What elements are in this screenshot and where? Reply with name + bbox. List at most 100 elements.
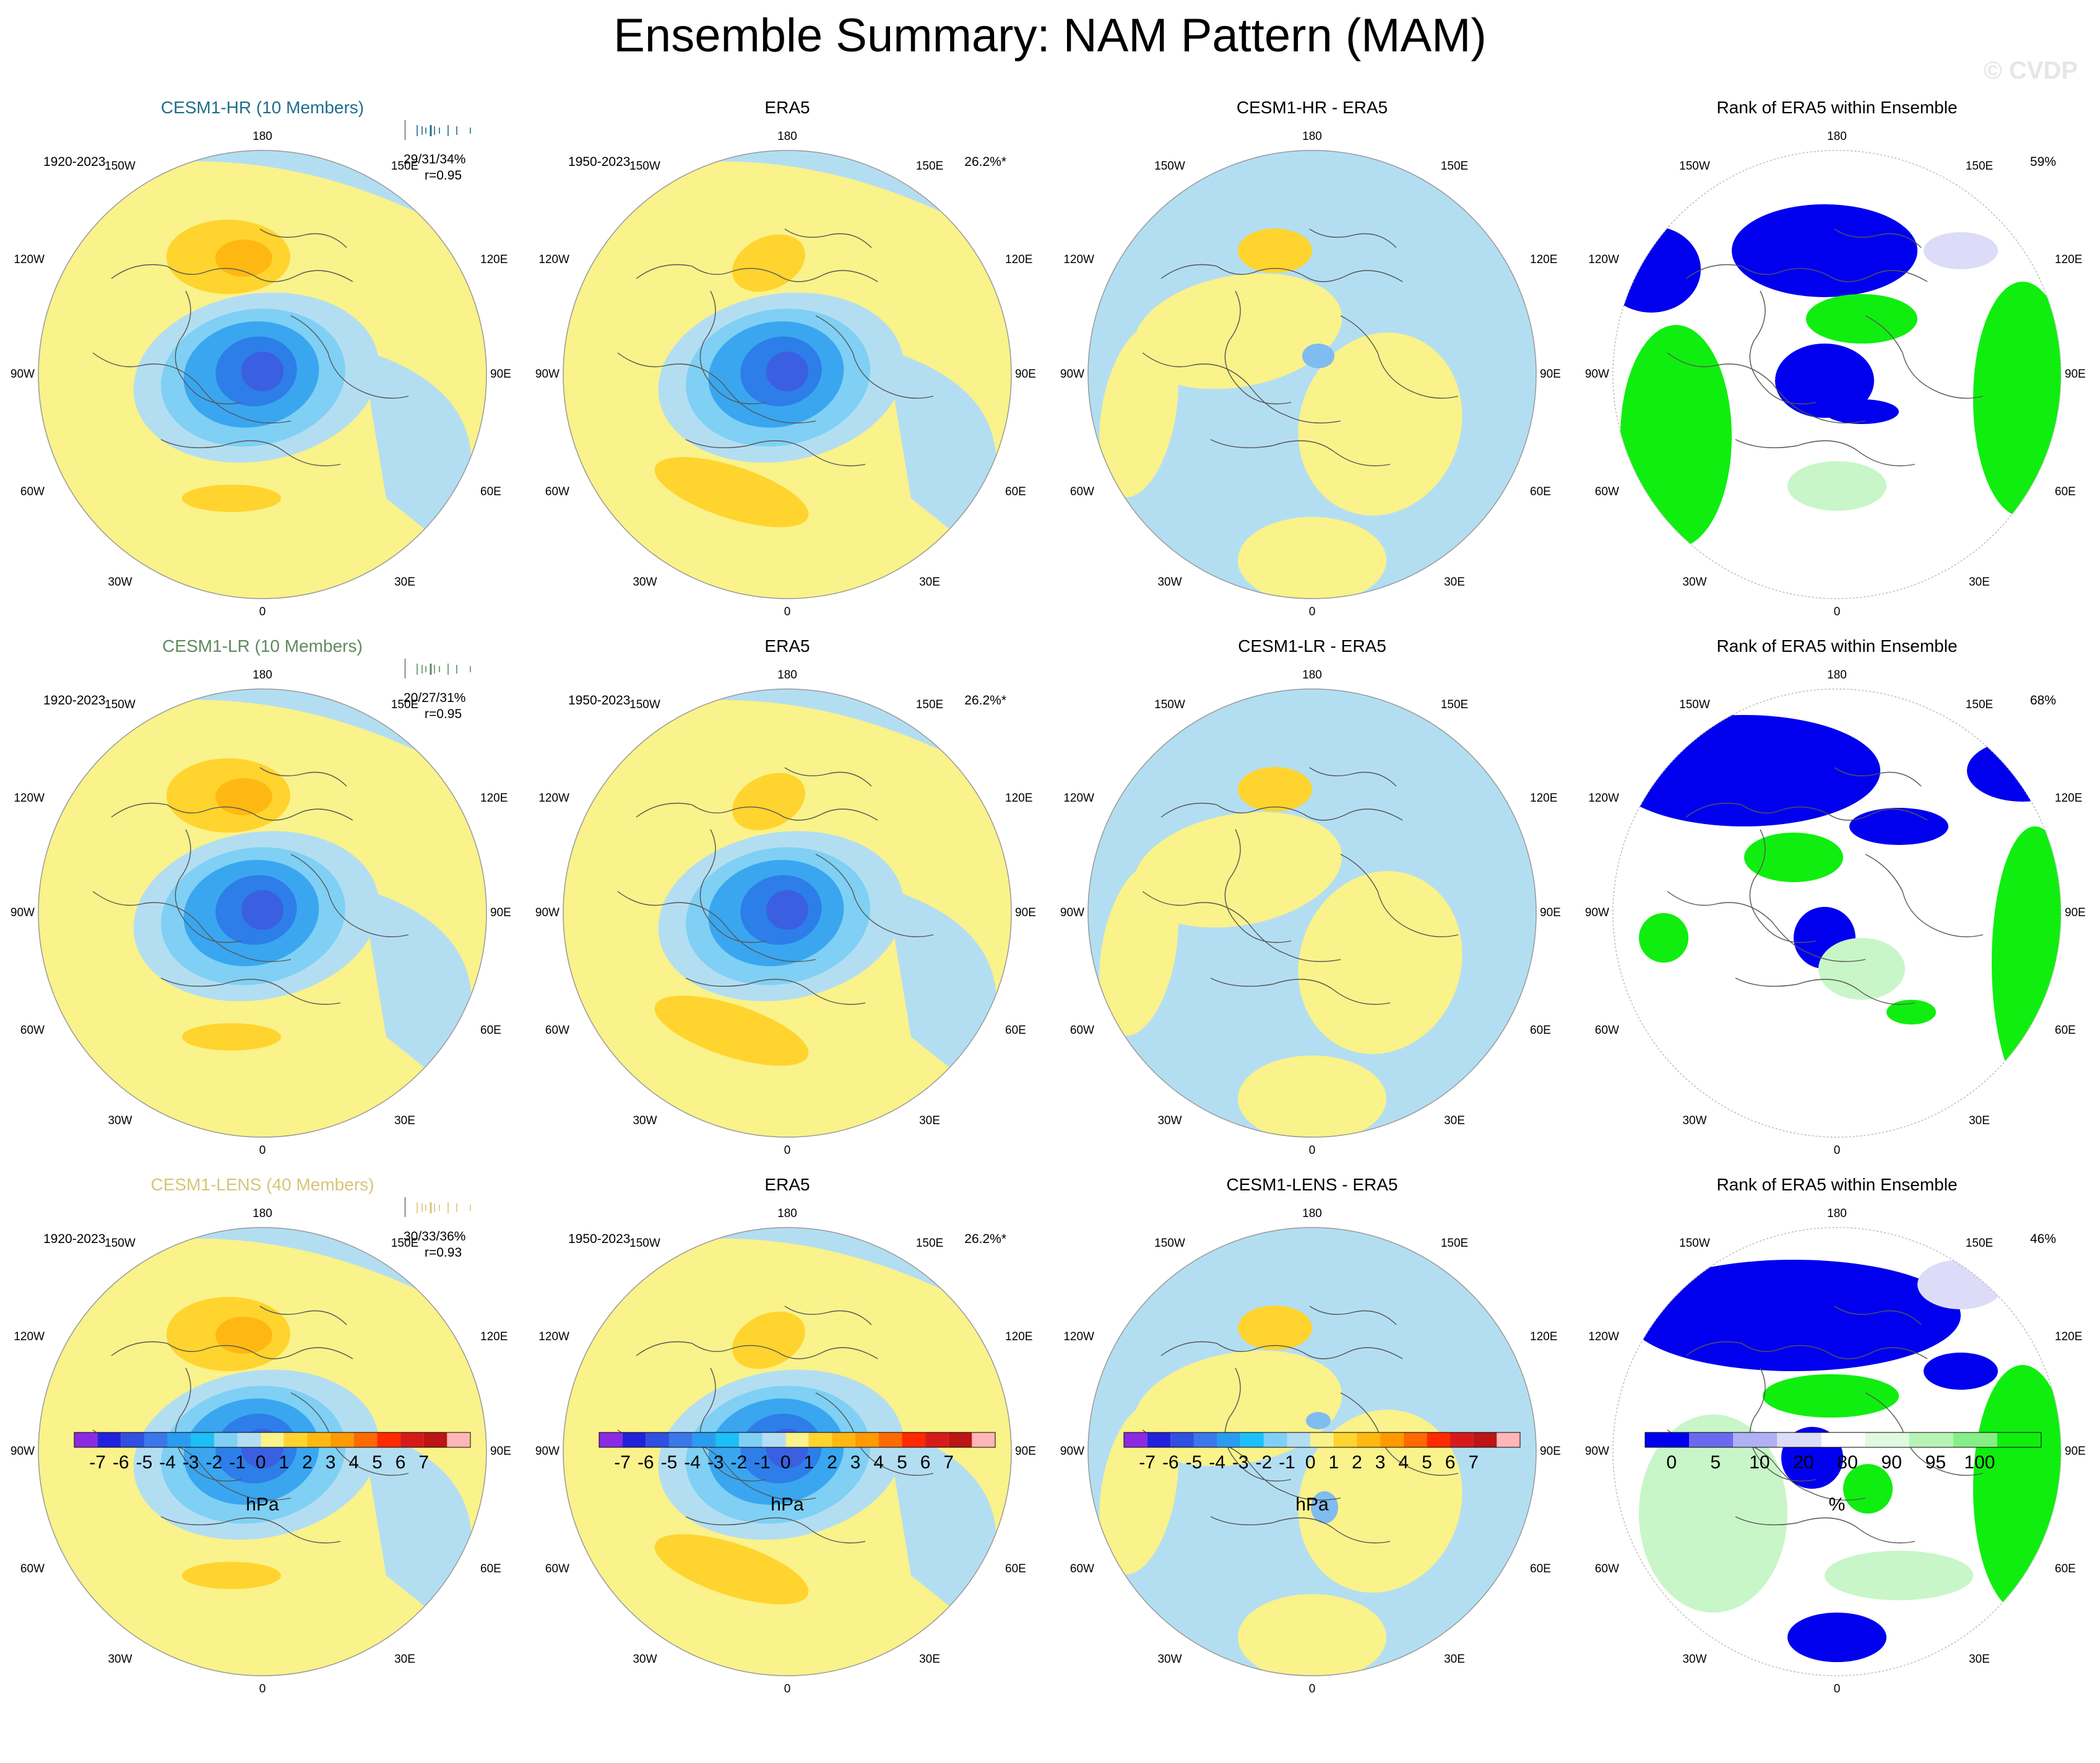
colorbar-tick-label: -4 <box>684 1452 701 1473</box>
rank-low-region <box>1787 1613 1886 1662</box>
coastline <box>1210 439 1391 467</box>
colorbar-tick-label: -1 <box>754 1452 771 1473</box>
colorbar-swatch <box>1357 1432 1381 1447</box>
colorbar-tick-label: 7 <box>1468 1452 1479 1473</box>
map-outline <box>38 1227 487 1676</box>
panel-era5-row-1: 180 0 150W 150E 120W 120E 90W 90E 60W 60E 30W 30E ER… <box>525 93 1050 625</box>
rank-low-region <box>1775 344 1874 418</box>
colorbar-tick-label: -2 <box>1256 1452 1273 1473</box>
coastline <box>1749 290 1817 405</box>
coastline <box>175 829 242 943</box>
watermark: © CVDP <box>1984 57 2078 84</box>
longitude-label-120e: 120E <box>1530 253 1558 266</box>
coastline <box>1210 1516 1391 1544</box>
colorbar-swatch <box>1997 1432 2041 1447</box>
longitude-label-120w: 120W <box>1588 792 1619 805</box>
ensemble-spread-barcode <box>404 118 473 142</box>
longitude-label-60w: 60W <box>545 485 569 498</box>
panel-title: Rank of ERA5 within Ensemble <box>1716 636 1958 656</box>
longitude-label-180: 180 <box>777 669 797 682</box>
longitude-label-150e: 150E <box>1440 698 1469 711</box>
colorbar-swatch <box>738 1432 763 1447</box>
colorbar-tick-label: -6 <box>1162 1452 1179 1473</box>
explained-variance-range: 29/31/34% <box>404 152 466 167</box>
coastline <box>636 802 878 821</box>
colorbar-tick-label: 5 <box>897 1452 907 1473</box>
coastline <box>784 1306 872 1325</box>
colorbar-swatch <box>808 1432 832 1447</box>
longitude-label-150w: 150W <box>1154 1237 1185 1250</box>
longitude-label-90e: 90E <box>1540 1445 1561 1458</box>
colorbar-swatch <box>646 1432 669 1447</box>
longitude-label-90w: 90W <box>1584 1445 1609 1458</box>
variance-percent: 59% <box>2029 155 2056 169</box>
longitude-label-30w: 30W <box>108 1653 132 1666</box>
longitude-label-0: 0 <box>1833 605 1841 618</box>
coastline <box>259 767 347 787</box>
longitude-label-60e: 60E <box>2055 1562 2076 1575</box>
longitude-label-90w: 90W <box>10 1445 35 1458</box>
variance-percent: 26.2%* <box>964 155 1006 169</box>
longitude-label-30e: 30E <box>1444 576 1465 589</box>
map-outline <box>563 688 1012 1138</box>
colorbar-tick-label: -5 <box>661 1452 678 1473</box>
colorbar-tick-label: -6 <box>637 1452 654 1473</box>
coastline <box>259 1306 347 1325</box>
longitude-label-150e: 150E <box>391 160 419 173</box>
colorbar-tick-label: 0 <box>256 1452 266 1473</box>
coastline <box>685 439 866 467</box>
colorbar-swatch <box>785 1432 809 1447</box>
explained-variance-range: 20/27/31% <box>404 691 466 705</box>
period-label: 1950-2023 <box>568 693 631 708</box>
colorbar-swatch <box>377 1432 401 1447</box>
longitude-label-0: 0 <box>259 1144 266 1157</box>
rank-lowish-region <box>1924 232 1998 269</box>
longitude-label-60w: 60W <box>1069 1562 1094 1575</box>
longitude-label-150e: 150E <box>391 698 419 711</box>
longitude-label-30e: 30E <box>1444 1114 1465 1127</box>
rank-lowish-region <box>1917 1260 2004 1309</box>
longitude-label-30e: 30E <box>394 1653 415 1666</box>
coastline <box>685 977 866 1005</box>
colorbar-frame <box>74 1432 471 1448</box>
coastline <box>259 228 347 248</box>
colorbar-tick-label: -7 <box>89 1452 106 1473</box>
colorbar-tick-label: 5 <box>372 1452 382 1473</box>
longitude-label-60e: 60E <box>2055 1024 2076 1037</box>
colorbar-tick-label: -7 <box>614 1452 631 1473</box>
coastline <box>160 977 341 1005</box>
colorbar-swatch <box>307 1432 331 1447</box>
map-outline <box>1612 688 2062 1138</box>
colorbar-tick-label: 95 <box>1925 1452 1946 1473</box>
colorbar-swatch <box>1473 1432 1497 1447</box>
panel-rank-row-1: 180 0 150W 150E 120W 120E 90W 90E 60W 60E 30W 30E Ra… <box>1575 93 2099 625</box>
period-label: 1950-2023 <box>568 1232 631 1246</box>
longitude-label-120e: 120E <box>2055 253 2083 266</box>
period-label: 1950-2023 <box>568 155 631 169</box>
longitude-label-120w: 120W <box>14 253 45 266</box>
colorbar-tick-label: -1 <box>229 1452 246 1473</box>
longitude-label-30w: 30W <box>1682 1653 1707 1666</box>
polar-map-era5 <box>563 688 1012 1138</box>
rank-highish-region <box>1639 1414 1787 1613</box>
longitude-label-150e: 150E <box>1440 160 1469 173</box>
colorbar-swatch <box>191 1432 214 1447</box>
coastline <box>1142 891 1341 962</box>
colorbar-tick-label: 80 <box>1837 1452 1857 1473</box>
panel-title: Rank of ERA5 within Ensemble <box>1716 98 1958 117</box>
map-outline <box>1087 1227 1537 1676</box>
panel-title: CESM1-LENS (40 Members) <box>150 1175 374 1194</box>
longitude-label-60w: 60W <box>20 485 45 498</box>
variance-percent: 26.2%* <box>964 1232 1006 1246</box>
longitude-label-120e: 120E <box>1530 1330 1558 1343</box>
longitude-label-120e: 120E <box>480 1330 508 1343</box>
longitude-label-30w: 30W <box>633 1114 657 1127</box>
coastline <box>784 228 872 248</box>
longitude-label-180: 180 <box>1302 1207 1322 1220</box>
longitude-label-30w: 30W <box>108 576 132 589</box>
coastline <box>1834 767 1922 787</box>
panel-model-row-2: 180 0 150W 150E 120W 120E 90W 90E 60W 60E 30W 30E CE… <box>0 631 525 1164</box>
longitude-label-90e: 90E <box>1540 368 1561 381</box>
polar-map-model <box>38 150 487 599</box>
colorbar-tick-label: 2 <box>1352 1452 1362 1473</box>
